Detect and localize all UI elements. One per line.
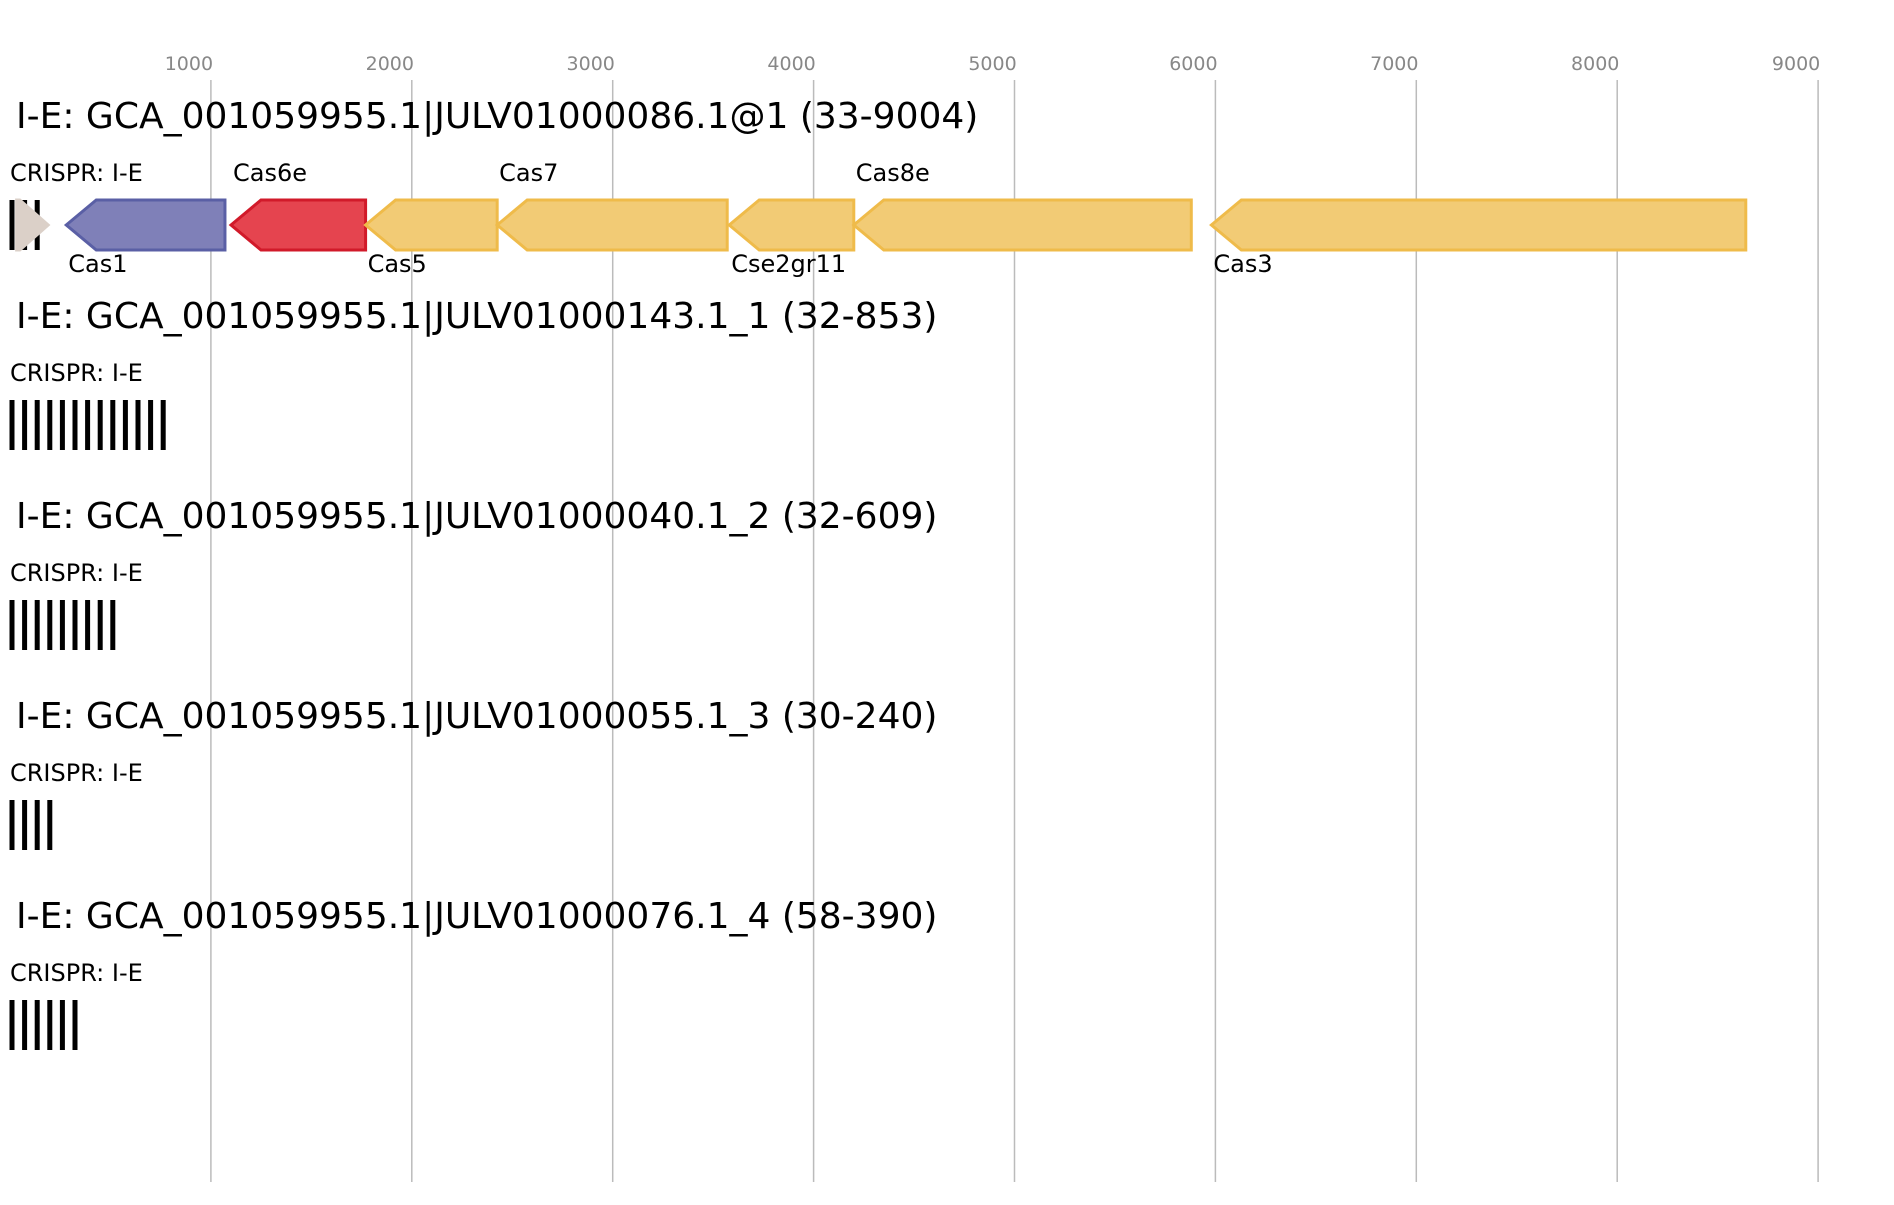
gene-arrow-cas6e[interactable]	[228, 198, 368, 252]
gene-label: Cas1	[68, 250, 127, 278]
tracks: I-E: GCA_001059955.1|JULV01000086.1@1 (3…	[9, 96, 1748, 1050]
crispr-repeat-bar	[110, 400, 116, 450]
track: I-E: GCA_001059955.1|JULV01000040.1_2 (3…	[9, 496, 937, 650]
axis-tick-label: 9000	[1772, 53, 1820, 75]
axis-tick-label: 3000	[567, 53, 615, 75]
track: I-E: GCA_001059955.1|JULV01000055.1_3 (3…	[9, 696, 937, 850]
crispr-repeat-bar	[122, 400, 128, 450]
crispr-repeat-bar	[135, 400, 141, 450]
track-title: I-E: GCA_001059955.1|JULV01000076.1_4 (5…	[16, 896, 937, 937]
crispr-repeat-bar	[9, 800, 15, 850]
axis-tick-label: 7000	[1370, 53, 1418, 75]
gene-arrow-unknown[interactable]	[15, 198, 51, 252]
crispr-repeat-bar	[160, 400, 166, 450]
crispr-repeat-bar	[59, 400, 65, 450]
gene-label: Cas6e	[233, 159, 307, 187]
track-title: I-E: GCA_001059955.1|JULV01000086.1@1 (3…	[16, 96, 978, 137]
crispr-repeat-bar	[22, 400, 28, 450]
crispr-repeat-bar	[22, 1000, 28, 1050]
axis-tick-label: 1000	[165, 53, 213, 75]
crispr-repeat-bar	[97, 400, 103, 450]
axis-tick-label: 4000	[767, 53, 815, 75]
track-title: I-E: GCA_001059955.1|JULV01000055.1_3 (3…	[16, 696, 937, 737]
crispr-repeat-bar	[72, 1000, 78, 1050]
crispr-repeat-bar	[59, 1000, 65, 1050]
crispr-repeat-bar	[148, 400, 154, 450]
gene-label: Cse2gr11	[731, 250, 846, 278]
crispr-repeat-bar	[72, 400, 78, 450]
track: I-E: GCA_001059955.1|JULV01000076.1_4 (5…	[9, 896, 937, 1050]
crispr-repeat-bar	[72, 600, 78, 650]
track-title: I-E: GCA_001059955.1|JULV01000143.1_1 (3…	[16, 296, 937, 337]
crispr-label: CRISPR: I-E	[10, 359, 143, 387]
crispr-repeat-bar	[34, 400, 40, 450]
axis-tick-label: 8000	[1571, 53, 1619, 75]
crispr-repeat-bar	[9, 600, 15, 650]
crispr-label: CRISPR: I-E	[10, 159, 143, 187]
axis-tick-label: 6000	[1169, 53, 1217, 75]
crispr-repeat-bar	[47, 1000, 53, 1050]
crispr-repeat-bar	[34, 600, 40, 650]
track: I-E: GCA_001059955.1|JULV01000086.1@1 (3…	[9, 96, 1748, 278]
crispr-repeat-bar	[9, 1000, 15, 1050]
crispr-label: CRISPR: I-E	[10, 959, 143, 987]
gene-label: Cas8e	[856, 159, 930, 187]
crispr-repeat-bar	[34, 800, 40, 850]
gene-arrow-cas7[interactable]	[494, 198, 729, 252]
crispr-repeat-bar	[47, 400, 53, 450]
gene-arrow-cas3[interactable]	[1209, 198, 1748, 252]
crispr-repeat-bar	[97, 600, 103, 650]
crispr-repeat-bar	[9, 400, 15, 450]
gene-arrow-cas8e[interactable]	[851, 198, 1193, 252]
gene-arrow-cas1[interactable]	[63, 198, 227, 252]
crispr-label: CRISPR: I-E	[10, 559, 143, 587]
crispr-repeat-bar	[47, 600, 53, 650]
axis-tick-label: 5000	[968, 53, 1016, 75]
axis-tick-label: 2000	[366, 53, 414, 75]
track-title: I-E: GCA_001059955.1|JULV01000040.1_2 (3…	[16, 496, 937, 537]
crispr-repeat-bar	[59, 600, 65, 650]
crispr-repeat-bar	[85, 600, 91, 650]
axis-ticks: 1000 2000 3000 4000 5000 6000 7000 8000 9000	[165, 53, 1821, 75]
crispr-repeat-bar	[9, 200, 15, 250]
gene-label: Cas3	[1213, 250, 1272, 278]
gene-label: Cas7	[499, 159, 558, 187]
gene-label: Cas5	[368, 250, 427, 278]
crispr-repeat-bar	[47, 800, 53, 850]
gene-arrow-cse2gr11[interactable]	[726, 198, 856, 252]
track: I-E: GCA_001059955.1|JULV01000143.1_1 (3…	[9, 296, 937, 450]
crispr-repeat-bar	[34, 1000, 40, 1050]
crispr-repeat-bar	[22, 800, 28, 850]
crispr-repeat-bar	[22, 600, 28, 650]
crispr-label: CRISPR: I-E	[10, 759, 143, 787]
gene-arrow-cas5[interactable]	[363, 198, 499, 252]
crispr-repeat-bar	[85, 400, 91, 450]
grid-lines	[210, 80, 1819, 1182]
crispr-repeat-bar	[110, 600, 116, 650]
